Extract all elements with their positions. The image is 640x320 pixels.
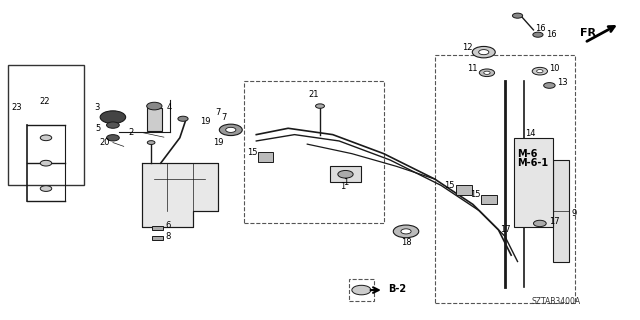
Circle shape bbox=[543, 83, 555, 88]
Circle shape bbox=[40, 135, 52, 141]
Circle shape bbox=[147, 102, 162, 110]
Bar bbox=[244, 81, 384, 223]
Bar bbox=[147, 108, 162, 132]
Circle shape bbox=[352, 285, 371, 295]
Text: 10: 10 bbox=[549, 63, 560, 73]
Text: 7: 7 bbox=[221, 113, 227, 122]
Text: 15: 15 bbox=[470, 190, 481, 199]
Text: SZTAB3400A: SZTAB3400A bbox=[531, 297, 580, 306]
Text: 19: 19 bbox=[200, 117, 211, 126]
Text: 6: 6 bbox=[166, 221, 171, 230]
Text: 14: 14 bbox=[525, 129, 536, 138]
Text: 19: 19 bbox=[212, 138, 223, 147]
Text: 15: 15 bbox=[445, 181, 455, 190]
Circle shape bbox=[484, 71, 490, 74]
Circle shape bbox=[479, 69, 495, 76]
Bar bbox=[152, 236, 163, 240]
Circle shape bbox=[40, 160, 52, 166]
Text: 12: 12 bbox=[463, 43, 473, 52]
Text: 7: 7 bbox=[215, 108, 221, 117]
Circle shape bbox=[338, 171, 353, 178]
Text: FR.: FR. bbox=[580, 28, 600, 38]
Polygon shape bbox=[141, 163, 218, 227]
Text: 23: 23 bbox=[11, 103, 22, 112]
Text: 2: 2 bbox=[129, 128, 134, 137]
Text: 1: 1 bbox=[340, 182, 345, 191]
Circle shape bbox=[479, 50, 489, 55]
Text: 20: 20 bbox=[99, 138, 109, 147]
Text: 21: 21 bbox=[308, 91, 319, 100]
Bar bbox=[456, 185, 472, 195]
Circle shape bbox=[100, 111, 125, 124]
Text: 9: 9 bbox=[572, 209, 577, 219]
Bar bbox=[330, 166, 362, 182]
Bar bbox=[552, 160, 568, 261]
Text: 17: 17 bbox=[500, 225, 511, 234]
Circle shape bbox=[147, 141, 155, 144]
Bar bbox=[515, 138, 552, 227]
Text: 1: 1 bbox=[343, 178, 348, 187]
Bar bbox=[258, 152, 273, 162]
Text: M-6-1: M-6-1 bbox=[518, 158, 548, 168]
Text: 3: 3 bbox=[95, 103, 100, 112]
Circle shape bbox=[220, 124, 243, 136]
Circle shape bbox=[533, 32, 543, 37]
Text: 15: 15 bbox=[247, 148, 257, 156]
Circle shape bbox=[316, 104, 324, 108]
Text: 4: 4 bbox=[167, 103, 172, 112]
Circle shape bbox=[226, 127, 236, 132]
Bar bbox=[349, 279, 374, 301]
Circle shape bbox=[513, 13, 523, 18]
Bar bbox=[152, 226, 163, 230]
Text: 13: 13 bbox=[557, 78, 568, 87]
Circle shape bbox=[401, 229, 411, 234]
Text: 22: 22 bbox=[40, 97, 50, 106]
Text: 16: 16 bbox=[536, 24, 546, 33]
Text: 8: 8 bbox=[166, 232, 171, 241]
Bar bbox=[481, 195, 497, 204]
Circle shape bbox=[537, 69, 543, 73]
Circle shape bbox=[534, 220, 546, 227]
Circle shape bbox=[106, 135, 119, 141]
Text: 11: 11 bbox=[468, 63, 478, 73]
Bar bbox=[435, 55, 575, 303]
Text: B-2: B-2 bbox=[388, 284, 406, 294]
Text: 16: 16 bbox=[546, 30, 557, 39]
Circle shape bbox=[178, 116, 188, 121]
Bar bbox=[8, 65, 84, 185]
Circle shape bbox=[106, 122, 119, 128]
Circle shape bbox=[40, 186, 52, 191]
Text: 18: 18 bbox=[401, 238, 412, 247]
Circle shape bbox=[532, 68, 547, 75]
Text: M-6: M-6 bbox=[518, 149, 538, 159]
Circle shape bbox=[472, 46, 495, 58]
Text: 5: 5 bbox=[95, 124, 100, 133]
Text: 17: 17 bbox=[549, 217, 560, 226]
Circle shape bbox=[394, 225, 419, 238]
